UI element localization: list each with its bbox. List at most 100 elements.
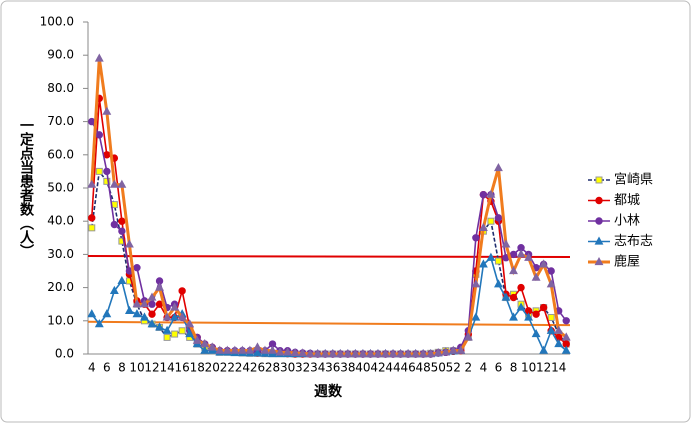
- marker: [547, 313, 555, 321]
- x-tick-label: 8: [510, 361, 518, 375]
- marker: [178, 287, 186, 295]
- x-tick-label: 38: [340, 361, 355, 375]
- marker: [539, 345, 549, 354]
- marker: [253, 342, 262, 351]
- x-tick-label: 12: [536, 361, 551, 375]
- marker: [117, 179, 127, 188]
- marker: [486, 252, 496, 261]
- marker: [245, 345, 255, 354]
- marker: [494, 257, 502, 265]
- y-tick-label: 10.0: [47, 313, 74, 327]
- marker: [102, 106, 112, 115]
- x-tick-label: 18: [190, 361, 205, 375]
- legend-marker: [595, 176, 603, 184]
- x-tick-label: 8: [118, 361, 126, 375]
- y-tick-label: 90.0: [47, 48, 74, 62]
- marker: [95, 167, 103, 175]
- marker: [365, 348, 375, 358]
- marker: [562, 317, 570, 325]
- y-tick-label: 0.0: [55, 347, 74, 361]
- y-tick-label: 100.0: [40, 15, 74, 29]
- x-tick-label: 26: [250, 361, 265, 375]
- marker: [472, 234, 480, 242]
- marker: [103, 177, 111, 185]
- marker: [517, 283, 525, 292]
- x-tick-label: 2: [465, 361, 473, 375]
- x-tick-label: 20: [205, 361, 220, 375]
- marker: [118, 227, 126, 235]
- legend-label: 都城: [614, 193, 640, 208]
- marker: [94, 53, 104, 62]
- marker: [178, 327, 186, 335]
- x-tick-label: 24: [235, 361, 250, 375]
- marker: [531, 272, 541, 281]
- marker: [561, 332, 571, 341]
- marker: [487, 217, 495, 225]
- marker: [155, 282, 164, 291]
- marker: [350, 348, 360, 358]
- marker: [305, 348, 315, 358]
- y-tick-label: 30.0: [47, 247, 74, 261]
- marker: [298, 348, 308, 357]
- marker: [411, 348, 421, 358]
- x-tick-label: 4: [88, 361, 96, 375]
- marker: [546, 325, 556, 334]
- marker: [561, 345, 571, 354]
- marker: [320, 348, 330, 358]
- x-tick-label: 52: [446, 361, 461, 375]
- marker: [155, 322, 164, 331]
- marker: [140, 312, 149, 321]
- x-tick-label: 34: [310, 361, 325, 375]
- marker: [471, 312, 481, 321]
- marker: [170, 312, 180, 321]
- series-line: [90, 58, 568, 356]
- marker: [132, 309, 142, 318]
- marker: [237, 345, 247, 354]
- marker: [524, 312, 534, 321]
- y-tick-label: 40.0: [47, 214, 74, 228]
- x-tick-label: 16: [175, 361, 190, 375]
- marker: [230, 345, 240, 354]
- marker: [328, 348, 338, 358]
- legend-marker: [595, 217, 603, 225]
- marker: [207, 342, 217, 351]
- marker: [494, 163, 503, 172]
- x-tick-label: 46: [400, 361, 415, 375]
- marker: [509, 312, 518, 321]
- legend-label: 鹿屋: [614, 254, 640, 270]
- marker: [200, 338, 210, 348]
- marker: [147, 292, 157, 301]
- marker: [509, 293, 518, 302]
- marker: [426, 348, 436, 358]
- x-axis-label: 週数: [314, 383, 343, 400]
- marker: [87, 309, 97, 318]
- marker: [539, 259, 549, 268]
- x-tick-label: 44: [385, 361, 400, 375]
- marker: [290, 347, 300, 357]
- marker: [546, 279, 556, 288]
- marker: [260, 345, 270, 354]
- marker: [547, 267, 555, 275]
- marker: [124, 239, 134, 248]
- x-tick-label: 10: [129, 361, 144, 375]
- marker: [117, 275, 127, 285]
- marker: [313, 348, 323, 358]
- x-tick-label: 32: [295, 361, 310, 375]
- marker: [95, 131, 103, 139]
- marker: [133, 263, 141, 272]
- marker: [494, 279, 503, 288]
- marker: [215, 345, 225, 354]
- x-tick-label: 6: [495, 361, 503, 375]
- y-tick-label: 80.0: [47, 81, 74, 95]
- marker: [94, 319, 104, 328]
- marker: [441, 347, 451, 356]
- y-axis-label: 一定点当患者数（人）: [18, 118, 35, 258]
- x-tick-label: 14: [551, 361, 566, 375]
- marker: [532, 310, 540, 318]
- marker: [471, 279, 481, 288]
- marker: [403, 348, 413, 358]
- marker: [110, 220, 119, 229]
- x-tick-label: 4: [480, 361, 488, 375]
- legend-marker: [594, 256, 604, 266]
- x-tick-label: 36: [325, 361, 340, 375]
